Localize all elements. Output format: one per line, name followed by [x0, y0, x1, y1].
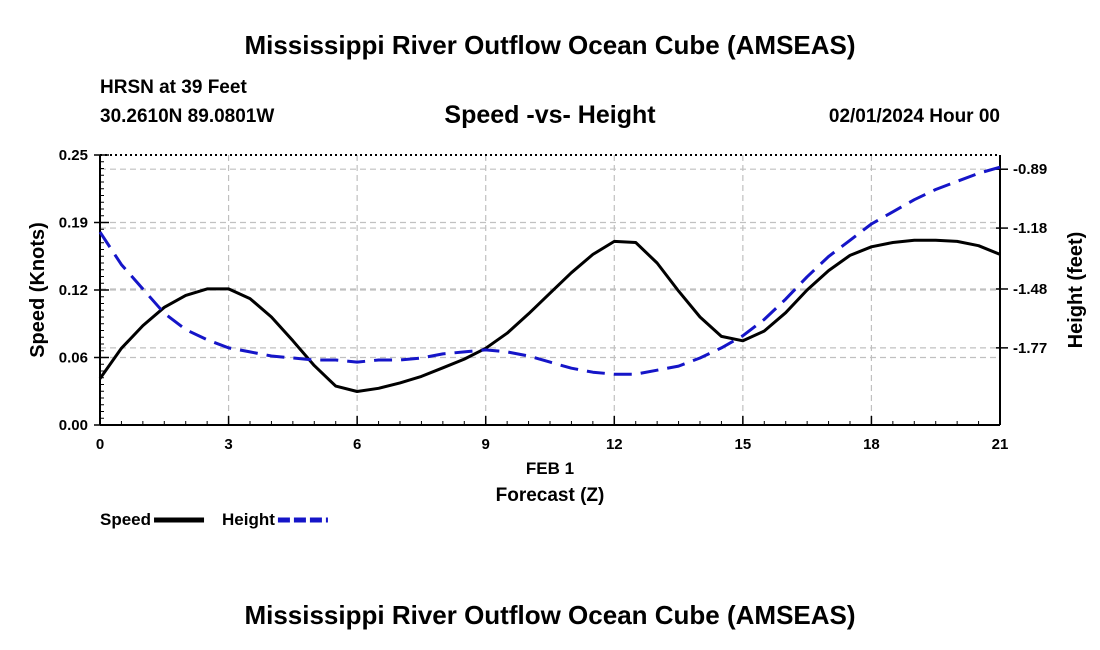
y2-tick-label: -1.48: [1013, 281, 1047, 298]
x-tick-label: 6: [353, 436, 361, 453]
series-line-height: [98, 165, 1001, 376]
x-tick-label: 3: [224, 436, 232, 453]
y2-tick-label: -1.18: [1013, 220, 1047, 237]
chart-title: Speed -vs- Height: [444, 101, 656, 129]
y-tick-label: 0.25: [59, 147, 88, 164]
coordinates-label: 30.2610N 89.0801W: [100, 106, 275, 127]
y-axis-label: Speed (Knots): [27, 222, 49, 358]
x-date-label: FEB 1: [526, 459, 574, 478]
x-tick-label: 9: [482, 436, 490, 453]
y-tick-label: 0.12: [59, 282, 88, 299]
y-tick-label: 0.06: [59, 350, 88, 367]
footer-title: Mississippi River Outflow Ocean Cube (AM…: [244, 600, 856, 630]
station-label: HRSN at 39 Feet: [100, 77, 247, 98]
x-tick-label: 21: [992, 436, 1009, 453]
x-tick-label: 0: [96, 436, 104, 453]
x-axis-label: Forecast (Z): [496, 485, 605, 506]
series-line-speed: [98, 238, 1001, 393]
y2-tick-label: -1.77: [1013, 340, 1047, 357]
y2-tick-label: -0.89: [1013, 161, 1047, 178]
y2-axis-label: Height (feet): [1065, 232, 1087, 349]
y-tick-label: 0.19: [59, 215, 88, 232]
legend-label-speed: Speed: [100, 510, 151, 529]
x-tick-label: 18: [863, 436, 880, 453]
y-tick-label: 0.00: [59, 417, 88, 434]
main-title: Mississippi River Outflow Ocean Cube (AM…: [244, 30, 856, 60]
x-tick-label: 15: [735, 436, 752, 453]
datetime-label: 02/01/2024 Hour 00: [828, 106, 1000, 127]
x-tick-label: 12: [606, 436, 623, 453]
legend-label-height: Height: [222, 510, 275, 529]
